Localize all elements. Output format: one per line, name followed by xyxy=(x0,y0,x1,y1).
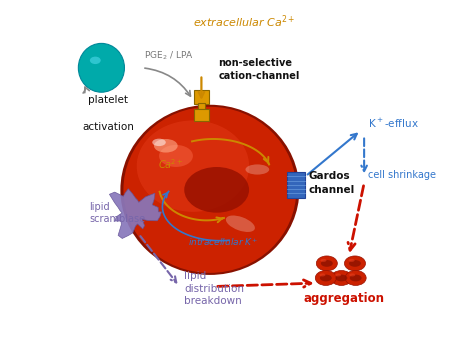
Ellipse shape xyxy=(90,57,100,64)
Ellipse shape xyxy=(137,120,249,212)
Ellipse shape xyxy=(336,275,347,281)
Ellipse shape xyxy=(320,275,332,281)
Text: channel: channel xyxy=(308,185,355,195)
Text: extracellular Ca$^{2+}$: extracellular Ca$^{2+}$ xyxy=(193,14,295,30)
Text: PGE$_2$ / LPA: PGE$_2$ / LPA xyxy=(144,50,193,62)
FancyBboxPatch shape xyxy=(194,90,209,104)
Text: cation-channel: cation-channel xyxy=(219,71,300,81)
Ellipse shape xyxy=(159,145,193,167)
Ellipse shape xyxy=(350,275,362,281)
Ellipse shape xyxy=(345,256,365,271)
Ellipse shape xyxy=(319,273,326,277)
Ellipse shape xyxy=(154,139,178,153)
Text: aggregation: aggregation xyxy=(303,292,384,305)
Text: intracellular K$^+$: intracellular K$^+$ xyxy=(188,237,259,248)
Ellipse shape xyxy=(315,271,337,285)
Text: lipid: lipid xyxy=(90,202,110,212)
Text: K$^+$-efflux: K$^+$-efflux xyxy=(367,117,419,130)
Text: scramblase: scramblase xyxy=(90,214,146,224)
Ellipse shape xyxy=(320,259,327,262)
Ellipse shape xyxy=(345,271,366,285)
Ellipse shape xyxy=(316,256,337,271)
FancyBboxPatch shape xyxy=(198,103,205,109)
Text: distribution: distribution xyxy=(184,284,245,294)
Text: activation: activation xyxy=(83,122,135,132)
Text: Gardos: Gardos xyxy=(308,171,350,181)
Ellipse shape xyxy=(349,273,356,277)
Ellipse shape xyxy=(184,167,249,213)
Ellipse shape xyxy=(226,216,255,232)
Text: Ca$^{2+}$: Ca$^{2+}$ xyxy=(158,158,183,171)
Text: breakdown: breakdown xyxy=(184,296,242,306)
Ellipse shape xyxy=(349,260,361,267)
Ellipse shape xyxy=(123,107,296,273)
Ellipse shape xyxy=(78,43,125,92)
Polygon shape xyxy=(109,189,162,238)
Text: cell shrinkage: cell shrinkage xyxy=(367,170,436,180)
Ellipse shape xyxy=(335,273,341,277)
Ellipse shape xyxy=(348,259,355,262)
Text: non-selective: non-selective xyxy=(219,58,292,68)
Text: platelet: platelet xyxy=(88,95,128,105)
Text: lipid: lipid xyxy=(184,271,207,281)
Ellipse shape xyxy=(321,260,333,267)
Ellipse shape xyxy=(120,105,300,275)
Ellipse shape xyxy=(246,164,269,175)
FancyBboxPatch shape xyxy=(287,172,305,198)
FancyBboxPatch shape xyxy=(194,109,209,121)
Ellipse shape xyxy=(331,271,352,285)
Ellipse shape xyxy=(152,139,166,146)
